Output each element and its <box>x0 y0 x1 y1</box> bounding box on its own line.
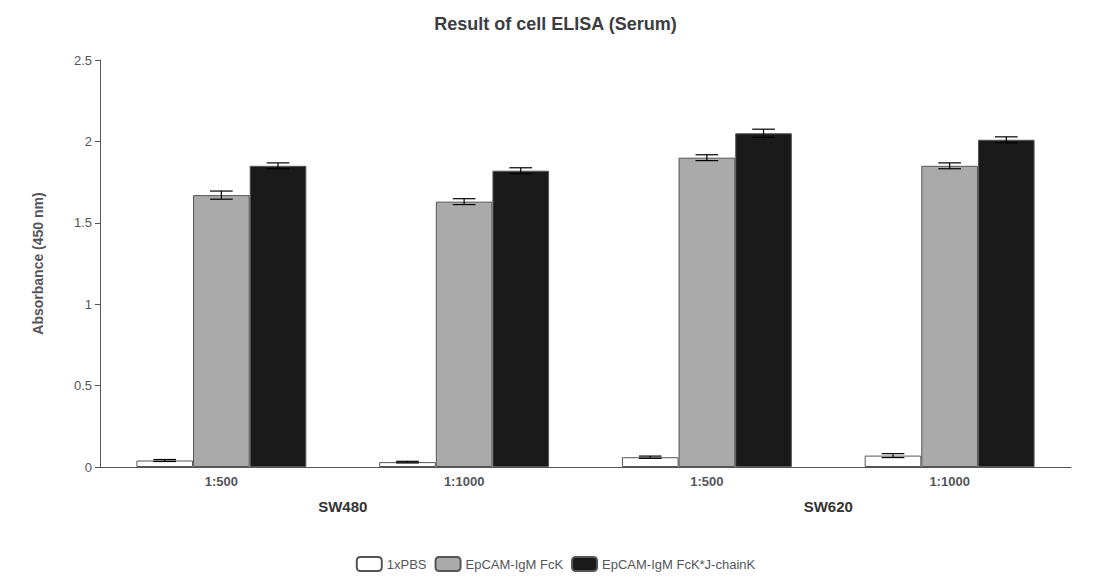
svg-text:SW480: SW480 <box>318 498 367 515</box>
svg-text:0.5: 0.5 <box>74 378 92 393</box>
svg-text:1.5: 1.5 <box>74 215 92 230</box>
svg-text:1:500: 1:500 <box>690 474 723 489</box>
svg-text:Absorbance (450 nm): Absorbance (450 nm) <box>30 192 46 334</box>
svg-text:1: 1 <box>85 297 92 312</box>
svg-text:2: 2 <box>85 134 92 149</box>
svg-text:SW620: SW620 <box>804 498 853 515</box>
svg-text:EpCAM-IgM FcK*J-chainK: EpCAM-IgM FcK*J-chainK <box>602 557 755 572</box>
svg-text:1:1000: 1:1000 <box>929 474 969 489</box>
svg-text:1:1000: 1:1000 <box>444 474 484 489</box>
svg-text:1xPBS: 1xPBS <box>387 557 427 572</box>
svg-text:EpCAM-IgM FcK: EpCAM-IgM FcK <box>466 557 564 572</box>
svg-text:Result of cell ELISA (Serum): Result of cell ELISA (Serum) <box>434 14 676 34</box>
svg-text:0: 0 <box>85 460 92 475</box>
svg-text:1:500: 1:500 <box>205 474 238 489</box>
svg-text:2.5: 2.5 <box>74 53 92 68</box>
